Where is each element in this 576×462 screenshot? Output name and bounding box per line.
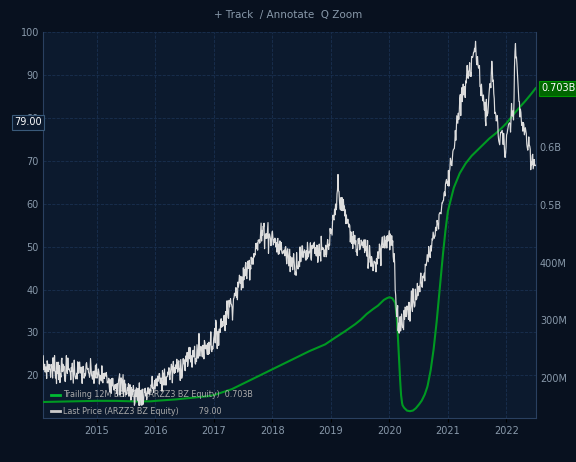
Text: Last Price (ARZZ3 BZ Equity)        79.00: Last Price (ARZZ3 BZ Equity) 79.00 — [63, 407, 221, 416]
Text: 0.703B: 0.703B — [541, 83, 575, 93]
Text: 79.00: 79.00 — [14, 117, 42, 128]
Text: + Track  / Annotate  Q Zoom: + Track / Annotate Q Zoom — [214, 10, 362, 20]
Text: Trailing 12M EBITDA (ARZZ3 BZ Equity)  0.703B: Trailing 12M EBITDA (ARZZ3 BZ Equity) 0.… — [63, 390, 253, 400]
